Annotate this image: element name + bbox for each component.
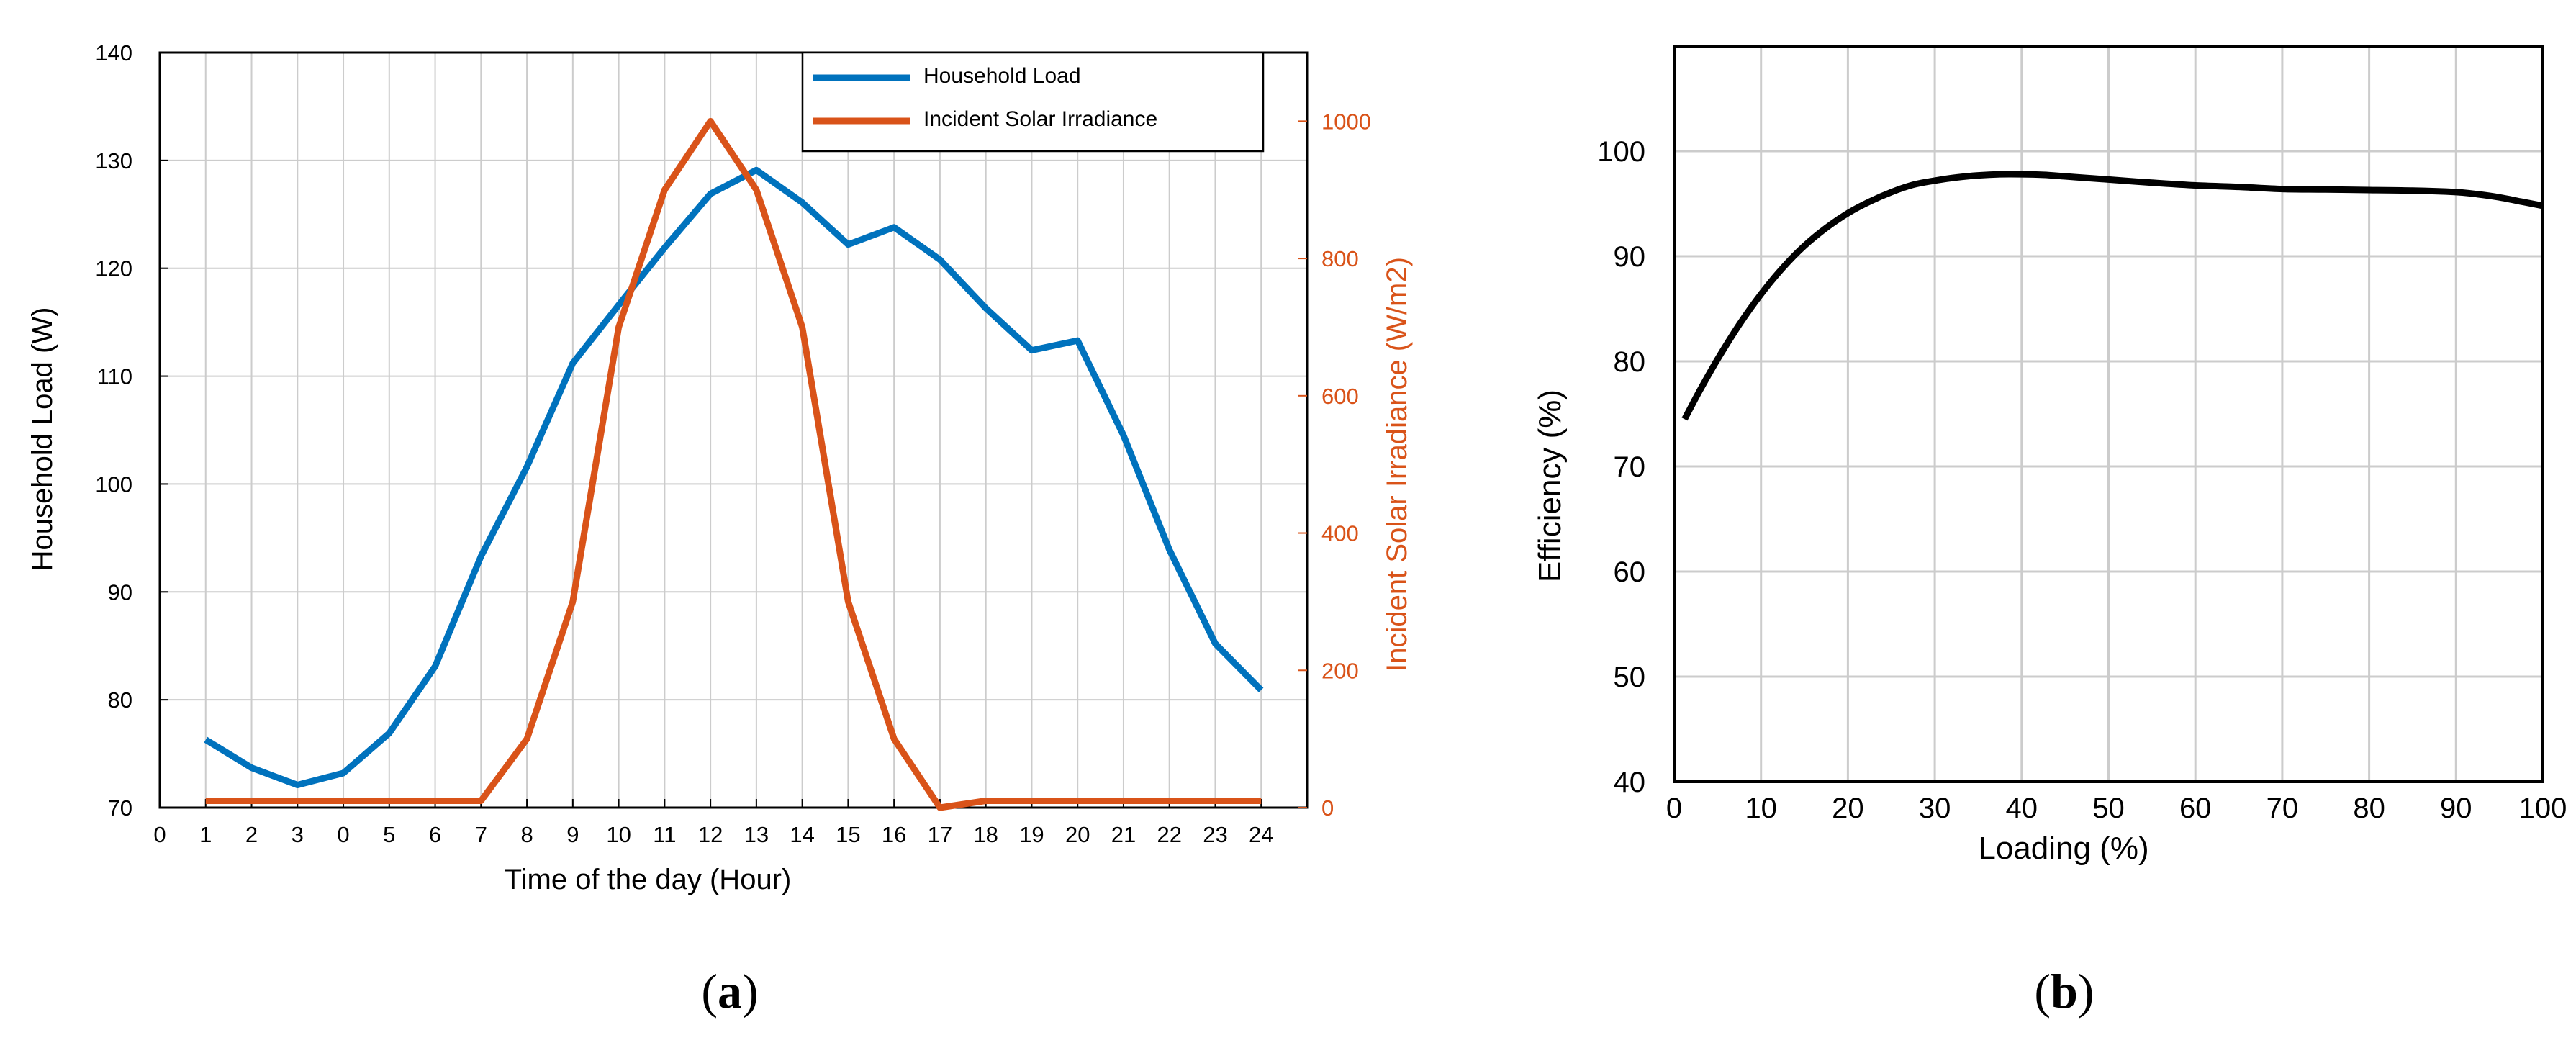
chart-a-legend: Household Load Incident Solar Irradiance bbox=[801, 51, 1265, 153]
chart-a-y-axis-title-right: Incident Solar Irradiance (W/m2) bbox=[1381, 257, 1413, 672]
chart-b-y-tick-label: 70 bbox=[1614, 451, 1646, 483]
chart-a-y-right-tick-label: 800 bbox=[1321, 246, 1359, 271]
chart-a-y-tick-label: 110 bbox=[97, 364, 132, 389]
chart-a-y-tick-label: 130 bbox=[95, 148, 132, 173]
chart-a-y-right-tick-label: 400 bbox=[1321, 521, 1359, 546]
chart-a-y-ticks: 70 80 90 100 110 120 130 140 bbox=[95, 40, 168, 821]
panel-label-a: (a) bbox=[701, 964, 758, 1019]
series-line-incident-solar-irradiance bbox=[205, 117, 1262, 811]
chart-b-y-tick-label: 80 bbox=[1614, 346, 1646, 378]
chart-a-x-tick-label: 11 bbox=[653, 822, 676, 847]
chart-a-y-tick-label: 90 bbox=[108, 579, 132, 605]
chart-a-x-tick-label: 13 bbox=[744, 822, 769, 847]
chart-a-y-axis-title: Household Load (W) bbox=[27, 307, 58, 572]
legend-label-household-load: Household Load bbox=[923, 64, 1081, 88]
chart-a-x-axis-title: Time of the day (Hour) bbox=[505, 864, 792, 895]
chart-a-x-tick-label: 16 bbox=[882, 822, 906, 847]
chart-b-y-tick-label: 90 bbox=[1614, 241, 1646, 273]
chart-a-x-tick-label: 2 bbox=[245, 822, 258, 847]
chart-a-y-tick-label: 140 bbox=[95, 40, 132, 66]
legend-box bbox=[801, 51, 1265, 153]
chart-a-x-tick-label: 19 bbox=[1019, 822, 1044, 847]
chart-a-y-ticks-right: 0 200 400 600 800 1000 bbox=[1298, 109, 1371, 821]
chart-b-x-tick-label: 90 bbox=[2440, 793, 2472, 824]
chart-a-x-tick-label: 5 bbox=[383, 822, 395, 847]
chart-a-x-tick-label: 1 bbox=[199, 822, 212, 847]
chart-a-y-tick-label: 100 bbox=[95, 471, 132, 497]
chart-b-x-tick-label: 80 bbox=[2353, 793, 2385, 824]
chart-a-x-tick-label: 3 bbox=[292, 822, 304, 847]
chart-a-grid bbox=[159, 52, 1307, 808]
legend-label-incident-solar-irradiance: Incident Solar Irradiance bbox=[923, 107, 1157, 131]
chart-b-x-ticks: 0 10 20 30 40 50 60 70 80 90 100 bbox=[1666, 793, 2567, 824]
chart-a-x-tick-label: 12 bbox=[698, 822, 723, 847]
chart-b: 0 10 20 30 40 50 60 70 80 90 100 40 50 60 70 80 90 100 L… bbox=[1532, 45, 2567, 1019]
chart-a-x-tick-label: 20 bbox=[1065, 822, 1090, 847]
chart-b-y-tick-label: 50 bbox=[1614, 662, 1646, 693]
chart-b-y-ticks: 40 50 60 70 80 90 100 bbox=[1597, 136, 1645, 798]
chart-b-x-tick-label: 50 bbox=[2092, 793, 2125, 824]
chart-a-x-tick-label: 24 bbox=[1249, 822, 1273, 847]
chart-a-x-tick-label: 8 bbox=[520, 822, 533, 847]
chart-b-y-tick-label: 60 bbox=[1614, 556, 1646, 588]
chart-b-y-axis-title: Efficiency (%) bbox=[1532, 389, 1568, 582]
chart-b-x-tick-label: 0 bbox=[1666, 793, 1682, 824]
chart-b-x-tick-label: 30 bbox=[1919, 793, 1951, 824]
chart-a-plot-frame bbox=[158, 51, 1309, 809]
chart-a-x-tick-label: 9 bbox=[566, 822, 579, 847]
chart-a-x-tick-label: 22 bbox=[1157, 822, 1181, 847]
chart-a-y-tick-label: 120 bbox=[95, 256, 132, 281]
chart-b-plot-frame bbox=[1673, 45, 2544, 783]
chart-a-x-tick-label: 18 bbox=[973, 822, 998, 847]
chart-a-y-right-tick-label: 200 bbox=[1321, 658, 1359, 683]
chart-b-x-tick-label: 100 bbox=[2519, 793, 2567, 824]
chart-a-y-tick-label: 70 bbox=[108, 795, 132, 821]
chart-b-x-tick-label: 40 bbox=[2006, 793, 2038, 824]
chart-a-x-tick-label: 10 bbox=[606, 822, 631, 847]
series-line-efficiency bbox=[1681, 171, 2544, 421]
chart-b-y-tick-label: 100 bbox=[1597, 136, 1645, 168]
series-line-household-load bbox=[204, 166, 1264, 788]
chart-a-x-tick-label: 17 bbox=[928, 822, 952, 847]
chart-a-x-tick-label: 15 bbox=[836, 822, 860, 847]
chart-a-x-tick-label: 14 bbox=[790, 822, 814, 847]
chart-a-x-tick-label: 0 bbox=[153, 822, 166, 847]
chart-a-y-right-tick-label: 0 bbox=[1321, 795, 1334, 821]
chart-a-y-tick-label: 80 bbox=[108, 687, 132, 713]
panel-label-b: (b) bbox=[2034, 964, 2094, 1019]
chart-a-x-tick-label: 6 bbox=[429, 822, 441, 847]
chart-b-x-tick-label: 60 bbox=[2179, 793, 2212, 824]
chart-a: 0 1 2 3 0 5 6 7 8 9 10 11 12 13 14 15 16 17 18 19 20 21 22 23 24… bbox=[27, 40, 1413, 1019]
chart-a-y-right-tick-label: 1000 bbox=[1321, 109, 1371, 134]
chart-b-x-tick-label: 70 bbox=[2267, 793, 2299, 824]
chart-b-x-tick-label: 20 bbox=[1832, 793, 1864, 824]
chart-b-x-tick-label: 10 bbox=[1745, 793, 1777, 824]
chart-a-x-tick-label: 0 bbox=[337, 822, 349, 847]
chart-a-y-right-tick-label: 600 bbox=[1321, 384, 1359, 409]
chart-a-x-tick-label: 21 bbox=[1111, 822, 1136, 847]
chart-b-x-axis-title: Loading (%) bbox=[1978, 831, 2148, 866]
chart-a-x-ticks: 0 1 2 3 0 5 6 7 8 9 10 11 12 13 14 15 16 17 18 19 20 21 22 23 24 bbox=[153, 799, 1273, 847]
chart-b-y-tick-label: 40 bbox=[1614, 767, 1646, 798]
chart-a-x-tick-label: 7 bbox=[475, 822, 487, 847]
chart-a-x-tick-label: 23 bbox=[1203, 822, 1227, 847]
